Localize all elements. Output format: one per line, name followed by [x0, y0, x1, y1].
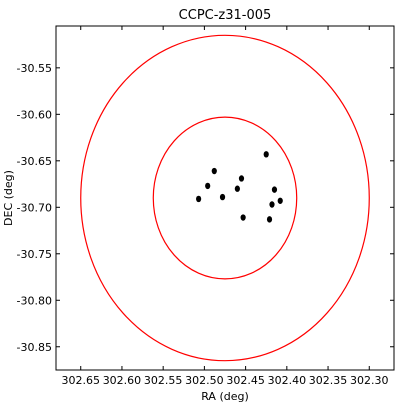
data-point — [219, 193, 226, 201]
plot-frame — [55, 25, 395, 371]
x-axis: 302.65 302.60 302.55 302.50 302.45 302.40 302.… — [61, 26, 389, 387]
data-point — [234, 185, 240, 192]
data-point — [205, 182, 211, 190]
y-tick-label: -30.85 — [17, 341, 52, 354]
y-tick-label: -30.80 — [17, 294, 52, 307]
data-point — [196, 195, 202, 203]
points-layer — [196, 151, 283, 223]
data-point — [271, 186, 278, 193]
chart-title: CCPC-z31-005 — [179, 8, 272, 23]
y-tick-label: -30.75 — [17, 248, 52, 261]
x-tick-label: 302.40 — [268, 374, 307, 387]
data-point — [211, 167, 217, 175]
y-tick-label: -30.70 — [17, 201, 52, 214]
y-axis-label: DEC (deg) — [2, 170, 15, 226]
x-tick-label: 302.45 — [226, 374, 265, 387]
data-point — [266, 216, 273, 223]
circles-layer — [80, 34, 370, 362]
data-point — [277, 197, 283, 204]
y-tick-label: -30.65 — [17, 155, 52, 168]
x-tick-label: 302.30 — [350, 374, 389, 387]
data-point — [263, 151, 269, 158]
x-tick-label: 302.50 — [185, 374, 224, 387]
red-circle-1 — [152, 116, 298, 280]
x-tick-label: 302.55 — [144, 374, 183, 387]
red-circle-2 — [80, 34, 370, 362]
data-point — [240, 214, 246, 221]
data-point — [269, 201, 275, 208]
y-tick-label: -30.55 — [17, 62, 52, 75]
y-tick-label: -30.60 — [17, 108, 52, 121]
x-tick-label: 302.35 — [309, 374, 348, 387]
y-axis: -30.55 -30.60 -30.65 -30.70 -30.75 -30.80 -30.… — [17, 62, 394, 354]
x-tick-label: 302.60 — [103, 374, 142, 387]
data-point — [238, 175, 245, 182]
x-tick-label: 302.65 — [61, 374, 100, 387]
x-axis-label: RA (deg) — [201, 390, 249, 403]
